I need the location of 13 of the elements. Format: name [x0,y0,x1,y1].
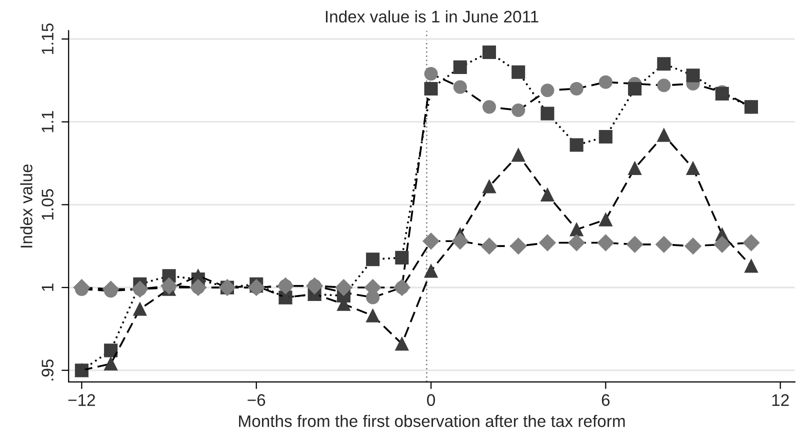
x-tick-label: 12 [772,394,789,406]
x-axis-title: Months from the first observation after the tax reform [239,414,625,428]
y-tick-label: .95 [42,359,54,380]
chart-title: Index value is 1 in June 2011 [326,10,538,23]
y-axis-title: Index value [20,164,32,248]
y-tick-label: 1.05 [42,189,54,220]
x-tick-label: 0 [427,394,435,406]
x-tick-label: 6 [602,394,610,406]
x-tick-label: −12 [68,394,95,406]
x-tick-label: −6 [248,394,266,406]
y-tick-label: 1 [42,284,54,291]
y-tick-label: 1.15 [42,23,54,54]
y-tick-label: 1.1 [42,111,54,132]
